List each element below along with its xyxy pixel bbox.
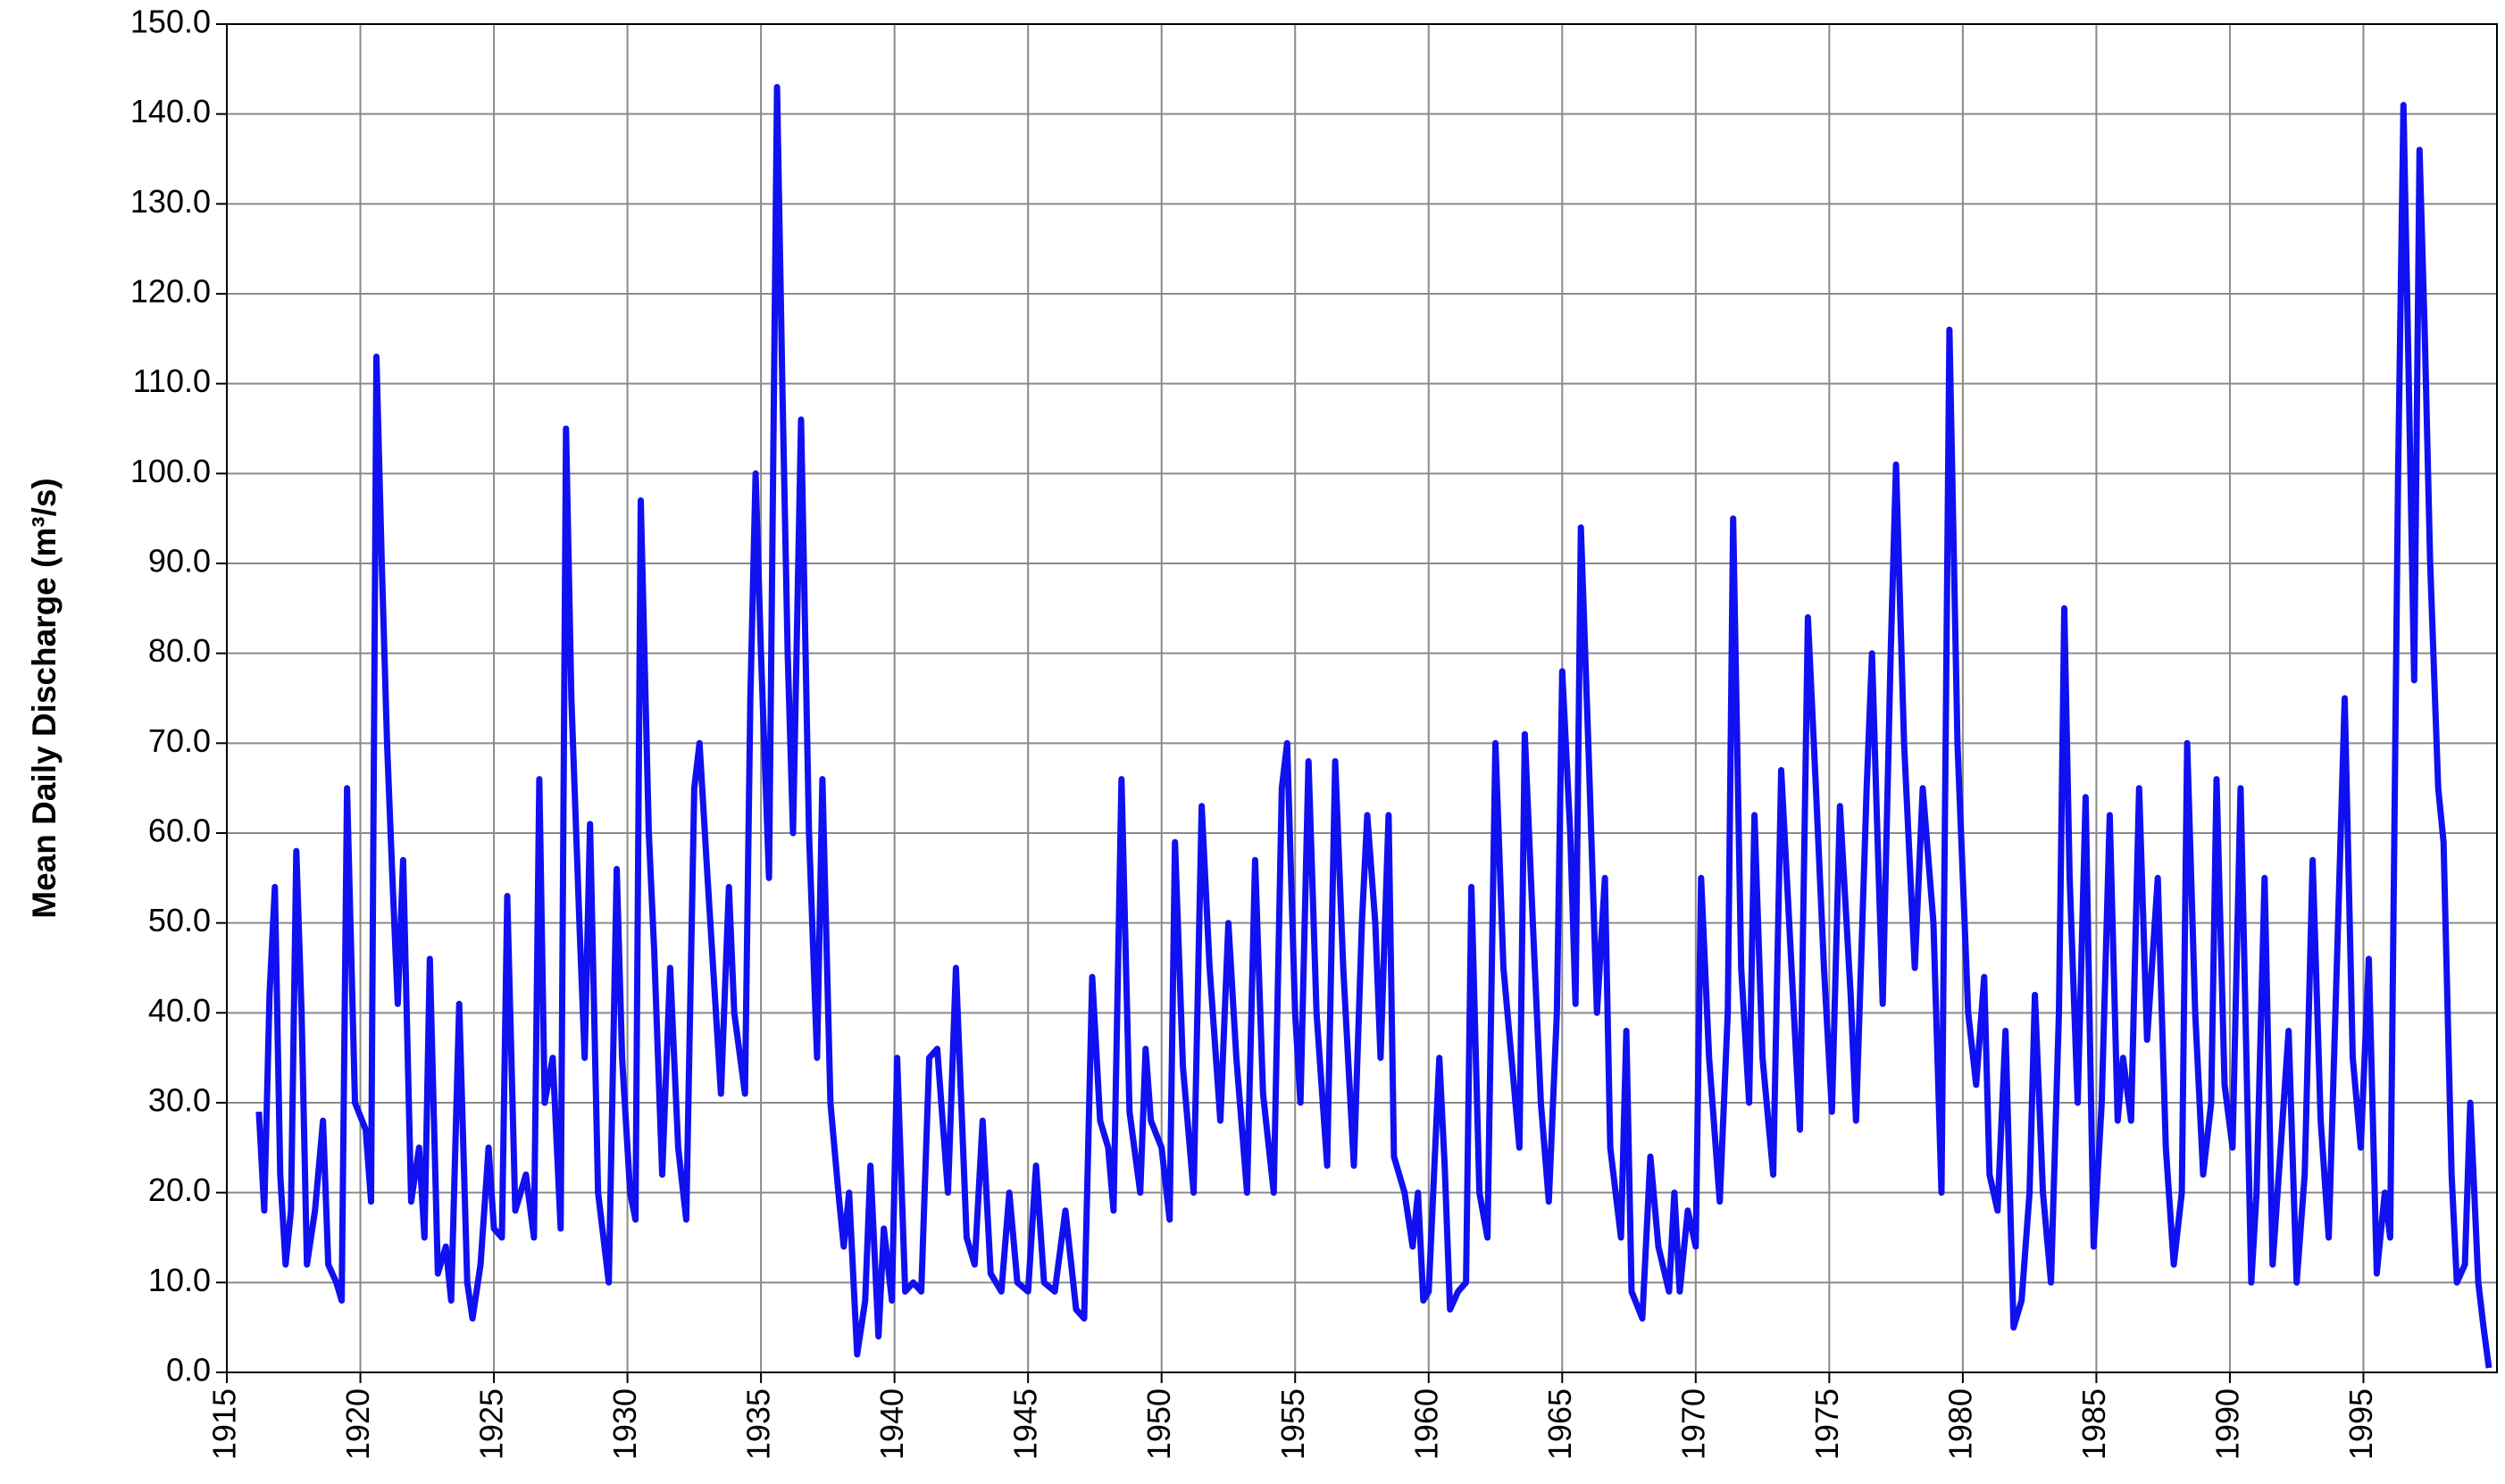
y-tick-label: 90.0: [148, 543, 211, 579]
y-tick-label: 30.0: [148, 1082, 211, 1119]
x-tick-label: 1955: [1274, 1388, 1311, 1460]
x-tick-label: 1980: [1941, 1388, 1978, 1460]
x-tick-label: 1960: [1407, 1388, 1444, 1460]
y-tick-label: 120.0: [130, 273, 211, 310]
y-tick-label: 20.0: [148, 1171, 211, 1208]
y-tick-label: 130.0: [130, 183, 211, 220]
x-tick-label: 1995: [2342, 1388, 2379, 1460]
y-tick-label: 110.0: [133, 363, 211, 399]
y-tick-label: 140.0: [130, 93, 211, 129]
x-tick-label: 1925: [473, 1388, 510, 1460]
y-tick-label: 70.0: [148, 722, 211, 759]
y-axis-title: Mean Daily Discharge (m³/s): [26, 478, 63, 918]
x-tick-label: 1915: [206, 1388, 243, 1460]
y-tick-label: 50.0: [148, 902, 211, 938]
y-tick-label: 80.0: [148, 632, 211, 669]
x-tick-label: 1940: [873, 1388, 910, 1460]
y-tick-label: 60.0: [148, 813, 211, 849]
y-tick-label: 10.0: [148, 1262, 211, 1298]
plot-frame: [226, 23, 2498, 1373]
x-tick-label: 1990: [2209, 1388, 2245, 1460]
x-tick-label: 1945: [1007, 1388, 1044, 1460]
x-tick-label: 1935: [740, 1388, 777, 1460]
x-tick-label: 1975: [1808, 1388, 1845, 1460]
x-tick-label: 1950: [1140, 1388, 1177, 1460]
x-tick-label: 1930: [606, 1388, 643, 1460]
y-tick-label: 40.0: [148, 992, 211, 1029]
data-line: [255, 84, 2492, 1369]
x-tick-label: 1970: [1674, 1388, 1711, 1460]
y-tick-label: 150.0: [130, 4, 211, 40]
x-tick-label: 1965: [1541, 1388, 1578, 1460]
y-tick-label: 0.0: [166, 1352, 211, 1388]
x-tick-label: 1920: [339, 1388, 376, 1460]
y-tick-label: 100.0: [130, 453, 211, 489]
x-tick-label: 1985: [2075, 1388, 2112, 1460]
